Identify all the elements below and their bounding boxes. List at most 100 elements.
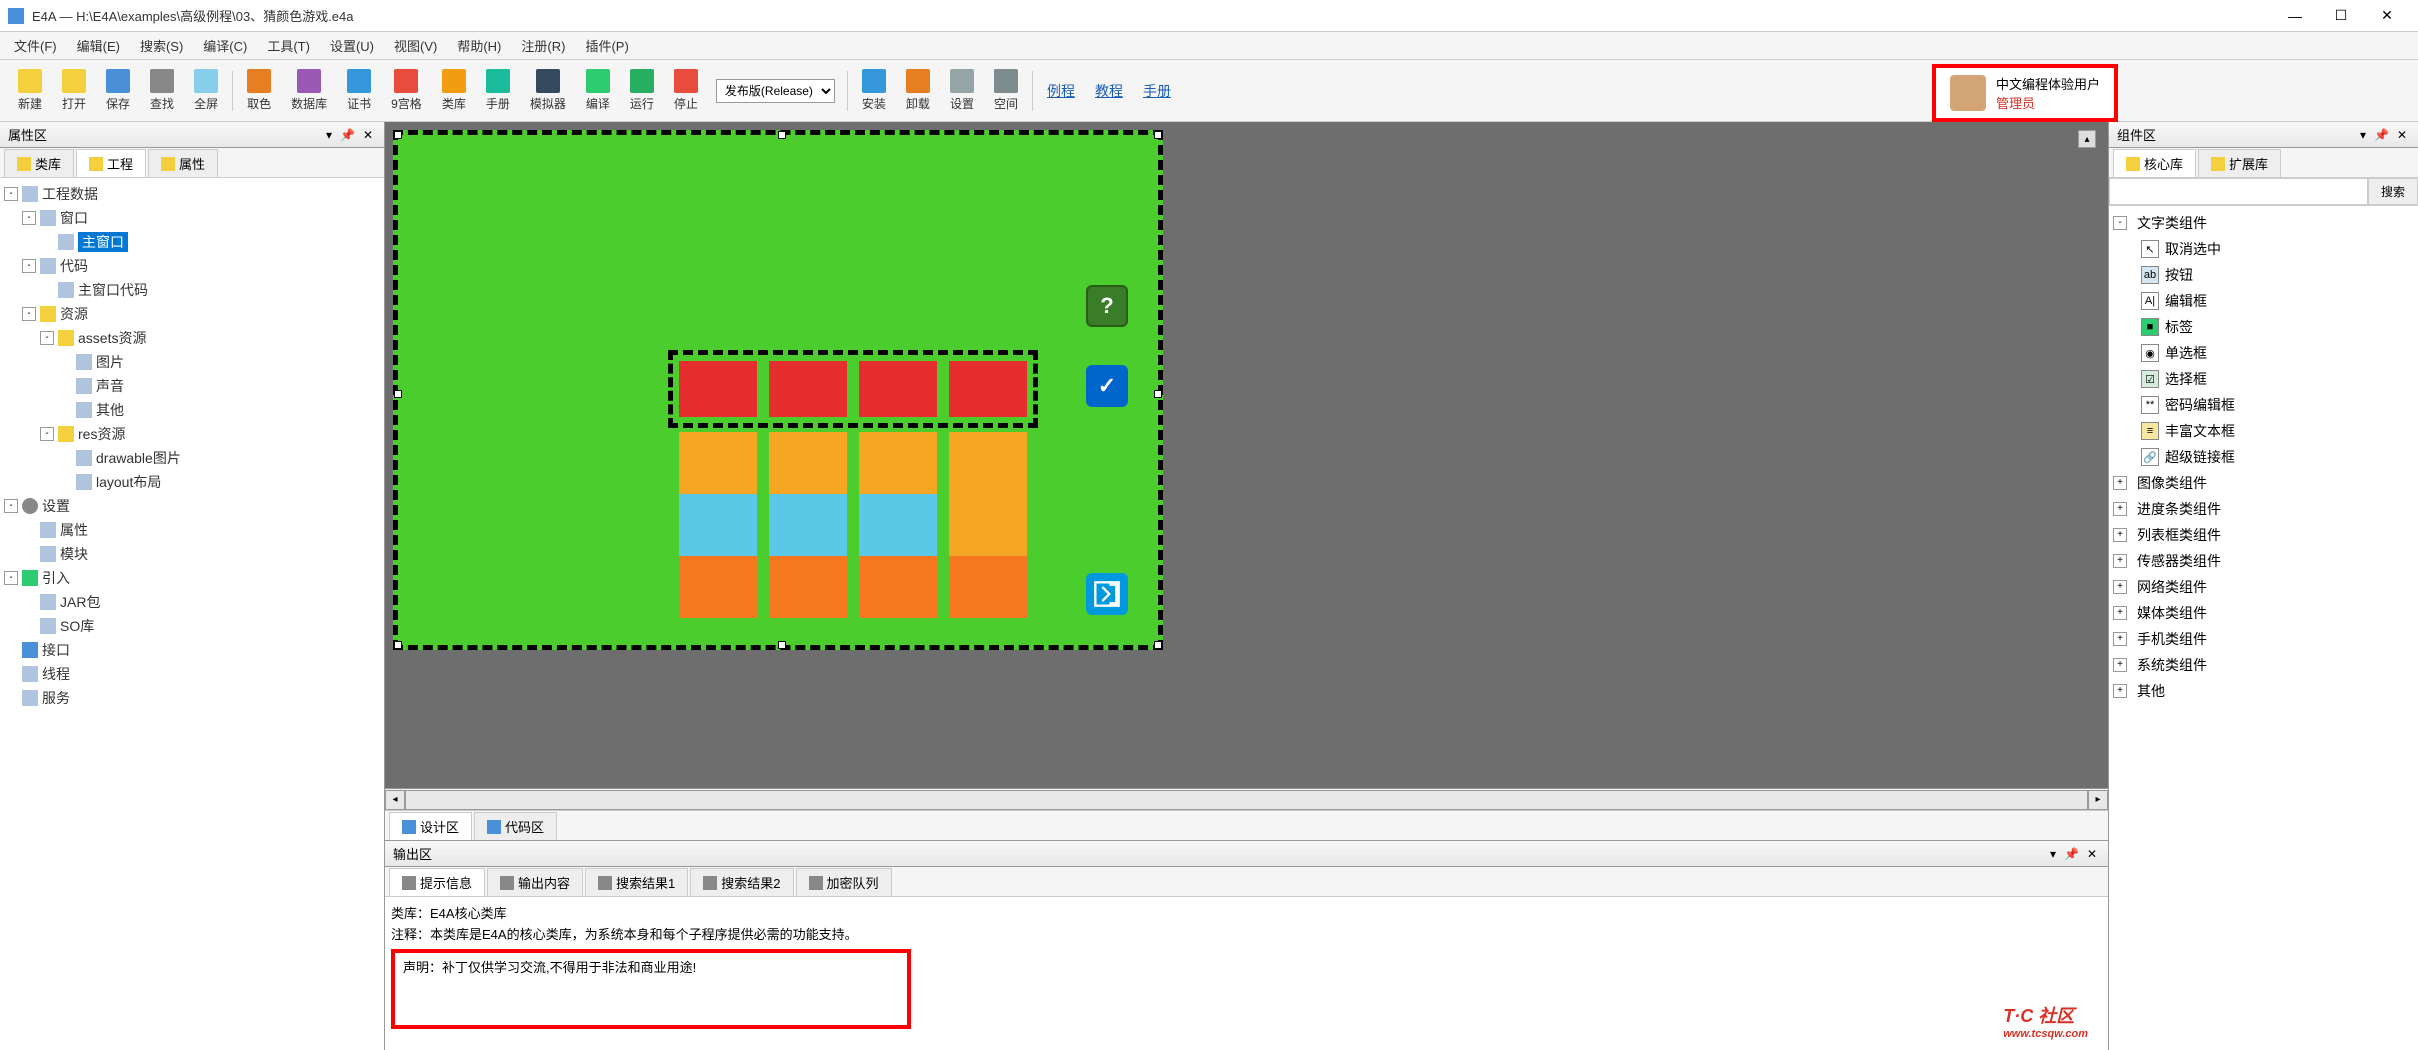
menu-item[interactable]: 工具(T) <box>257 32 320 59</box>
tool-取色[interactable]: 取色 <box>237 65 281 116</box>
tree-node[interactable]: 模块 <box>4 542 380 566</box>
tree-node[interactable]: SO库 <box>4 614 380 638</box>
tree-node[interactable]: -工程数据 <box>4 182 380 206</box>
menu-item[interactable]: 编辑(E) <box>67 32 130 59</box>
exit-button[interactable] <box>1086 573 1128 615</box>
tool-手册[interactable]: 手册 <box>476 65 520 116</box>
output-tab-提示信息[interactable]: 提示信息 <box>389 868 485 896</box>
component-category[interactable]: +传感器类组件 <box>2113 548 2414 574</box>
tool-全屏[interactable]: 全屏 <box>184 65 228 116</box>
component-category[interactable]: +媒体类组件 <box>2113 600 2414 626</box>
tree-node[interactable]: 声音 <box>4 374 380 398</box>
tree-node[interactable]: -设置 <box>4 494 380 518</box>
tool-运行[interactable]: 运行 <box>620 65 664 116</box>
tree-node[interactable]: -assets资源 <box>4 326 380 350</box>
grid-cell[interactable] <box>949 494 1027 556</box>
panel-dropdown-icon[interactable]: ▾ <box>323 128 335 142</box>
grid-cell[interactable] <box>679 556 757 618</box>
panel-dropdown-icon[interactable]: ▾ <box>2357 128 2369 142</box>
grid-cell[interactable] <box>949 361 1027 417</box>
tree-node[interactable]: JAR包 <box>4 590 380 614</box>
right-tab-核心库[interactable]: 核心库 <box>2113 149 2196 177</box>
left-tab-属性[interactable]: 属性 <box>148 149 218 177</box>
menu-item[interactable]: 插件(P) <box>575 32 638 59</box>
left-tab-工程[interactable]: 工程 <box>76 149 146 177</box>
grid-cell[interactable] <box>859 361 937 417</box>
component-item[interactable]: ◉单选框 <box>2113 340 2414 366</box>
menu-item[interactable]: 设置(U) <box>320 32 384 59</box>
component-item[interactable]: ☑选择框 <box>2113 366 2414 392</box>
tree-node[interactable]: 主窗口代码 <box>4 278 380 302</box>
component-category[interactable]: +系统类组件 <box>2113 652 2414 678</box>
output-tab-输出内容[interactable]: 输出内容 <box>487 868 583 896</box>
grid-cell[interactable] <box>769 556 847 618</box>
panel-pin-icon[interactable]: 📌 <box>337 128 358 142</box>
tool-设置[interactable]: 设置 <box>940 65 984 116</box>
tree-node[interactable]: -资源 <box>4 302 380 326</box>
tree-node[interactable]: 线程 <box>4 662 380 686</box>
grid-cell[interactable] <box>859 494 937 556</box>
tool-类库[interactable]: 类库 <box>432 65 476 116</box>
center-tab-代码区[interactable]: 代码区 <box>474 812 557 840</box>
design-canvas[interactable]: ? ✓ <box>393 130 1163 650</box>
component-item[interactable]: ≡丰富文本框 <box>2113 418 2414 444</box>
output-pin-icon[interactable]: 📌 <box>2061 847 2082 861</box>
link-手册[interactable]: 手册 <box>1133 81 1181 101</box>
grid-cell[interactable] <box>679 361 757 417</box>
menu-item[interactable]: 文件(F) <box>4 32 67 59</box>
grid-cell[interactable] <box>949 556 1027 618</box>
link-教程[interactable]: 教程 <box>1085 81 1133 101</box>
component-category[interactable]: +其他 <box>2113 678 2414 704</box>
grid-cell[interactable] <box>769 361 847 417</box>
grid-cell[interactable] <box>769 494 847 556</box>
component-item[interactable]: ab按钮 <box>2113 262 2414 288</box>
tree-node[interactable]: 服务 <box>4 686 380 710</box>
menu-item[interactable]: 帮助(H) <box>447 32 511 59</box>
output-close-icon[interactable]: ✕ <box>2084 847 2100 861</box>
grid-cell[interactable] <box>679 432 757 494</box>
tree-node[interactable]: -res资源 <box>4 422 380 446</box>
tool-模拟器[interactable]: 模拟器 <box>520 65 576 116</box>
tree-node[interactable]: 其他 <box>4 398 380 422</box>
tool-编译[interactable]: 编译 <box>576 65 620 116</box>
tool-打开[interactable]: 打开 <box>52 65 96 116</box>
grid-cell[interactable] <box>949 432 1027 494</box>
grid-cell[interactable] <box>769 432 847 494</box>
tree-node[interactable]: layout布局 <box>4 470 380 494</box>
right-tab-扩展库[interactable]: 扩展库 <box>2198 149 2281 177</box>
tool-查找[interactable]: 查找 <box>140 65 184 116</box>
minimize-button[interactable]: — <box>2272 0 2318 32</box>
component-category[interactable]: -文字类组件 <box>2113 210 2414 236</box>
menu-item[interactable]: 编译(C) <box>193 32 257 59</box>
tree-node[interactable]: 属性 <box>4 518 380 542</box>
tree-node[interactable]: 图片 <box>4 350 380 374</box>
close-button[interactable]: ✕ <box>2364 0 2410 32</box>
search-button[interactable]: 搜索 <box>2368 178 2418 205</box>
panel-close-icon[interactable]: ✕ <box>2394 128 2410 142</box>
build-type-combo[interactable]: 发布版(Release) <box>716 79 835 103</box>
tree-node[interactable]: drawable图片 <box>4 446 380 470</box>
component-category[interactable]: +列表框类组件 <box>2113 522 2414 548</box>
tool-证书[interactable]: 证书 <box>337 65 381 116</box>
tool-卸载[interactable]: 卸载 <box>896 65 940 116</box>
check-button[interactable]: ✓ <box>1086 365 1128 407</box>
tree-node[interactable]: 接口 <box>4 638 380 662</box>
center-tab-设计区[interactable]: 设计区 <box>389 812 472 840</box>
menu-item[interactable]: 注册(R) <box>511 32 575 59</box>
component-category[interactable]: +图像类组件 <box>2113 470 2414 496</box>
component-item[interactable]: ■标签 <box>2113 314 2414 340</box>
tool-数据库[interactable]: 数据库 <box>281 65 337 116</box>
designer-area[interactable]: ▴ ? ✓ <box>385 122 2108 788</box>
tool-9宫格[interactable]: 9宫格 <box>381 65 432 116</box>
menu-item[interactable]: 视图(V) <box>384 32 447 59</box>
panel-close-icon[interactable]: ✕ <box>360 128 376 142</box>
grid-cell[interactable] <box>859 556 937 618</box>
grid-cell[interactable] <box>679 494 757 556</box>
component-category[interactable]: +网络类组件 <box>2113 574 2414 600</box>
output-tab-加密队列[interactable]: 加密队列 <box>796 868 892 896</box>
help-button[interactable]: ? <box>1086 285 1128 327</box>
tree-node[interactable]: 主窗口 <box>4 230 380 254</box>
left-tab-类库[interactable]: 类库 <box>4 149 74 177</box>
tool-安装[interactable]: 安装 <box>852 65 896 116</box>
output-tab-搜索结果1[interactable]: 搜索结果1 <box>585 868 688 896</box>
